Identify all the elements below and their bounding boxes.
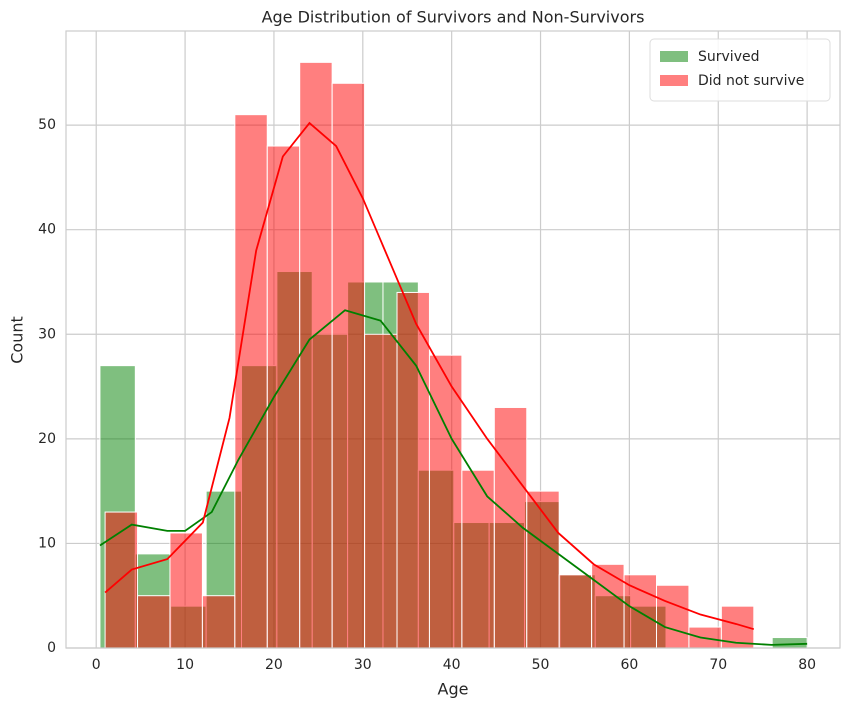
y-tick-label: 10 — [38, 535, 56, 551]
bar — [461, 469, 495, 649]
bar — [201, 595, 236, 649]
bar — [299, 61, 333, 649]
bar — [331, 82, 366, 649]
x-tick-label: 70 — [709, 657, 727, 673]
bar — [771, 637, 808, 649]
bar — [266, 145, 301, 649]
bar — [558, 574, 593, 649]
y-tick-label: 40 — [38, 222, 56, 238]
y-axis-label: Count — [8, 316, 27, 364]
legend-swatch — [660, 51, 688, 62]
y-tick-label: 50 — [38, 117, 56, 133]
x-tick-label: 40 — [443, 657, 461, 673]
bar — [364, 333, 398, 649]
y-tick-label: 20 — [38, 431, 56, 447]
chart-title: Age Distribution of Survivors and Non-Su… — [262, 8, 645, 27]
x-tick-label: 80 — [798, 657, 816, 673]
bar — [591, 563, 625, 649]
legend: Survived Did not survive — [649, 38, 831, 102]
x-axis-label: Age — [438, 680, 469, 699]
y-tick-label: 0 — [47, 640, 56, 656]
legend-label: Did not survive — [698, 73, 804, 89]
x-tick-label: 20 — [265, 657, 283, 673]
bar — [655, 584, 690, 649]
legend-label: Survived — [698, 49, 759, 65]
bar — [623, 574, 657, 649]
x-tick-label: 10 — [176, 657, 194, 673]
kde-line — [99, 309, 808, 646]
legend-swatch — [660, 75, 688, 86]
x-tick-label: 50 — [532, 657, 550, 673]
bar — [234, 114, 268, 649]
kde-line — [104, 121, 755, 631]
y-tick-label: 30 — [38, 326, 56, 342]
bar — [169, 532, 203, 649]
x-tick-label: 60 — [620, 657, 638, 673]
bar — [396, 291, 430, 649]
bar — [493, 406, 528, 649]
plot-frame — [65, 30, 841, 649]
legend-box — [649, 38, 831, 102]
bar — [137, 595, 171, 649]
bar — [104, 511, 139, 649]
x-tick-label: 30 — [354, 657, 372, 673]
bar — [428, 354, 463, 649]
x-tick-label: 0 — [92, 657, 101, 673]
bar — [526, 490, 560, 649]
